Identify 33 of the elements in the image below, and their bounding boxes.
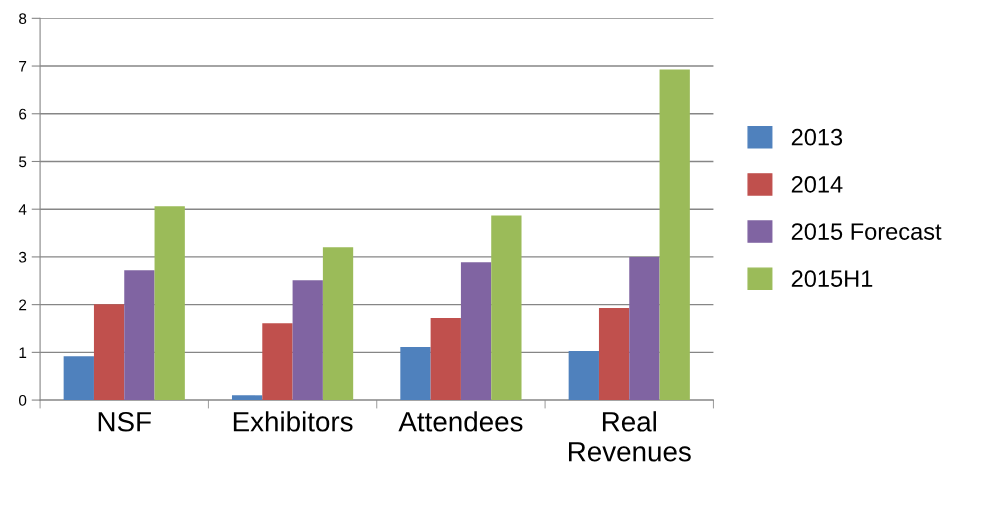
bar (598, 307, 630, 401)
y-tick-label: 4 (18, 204, 27, 215)
x-tick-label: Attendees (398, 411, 523, 432)
y-tick-label: 5 (19, 156, 27, 168)
y-tick-label: 0 (18, 394, 27, 406)
bar (629, 256, 660, 401)
bar (262, 323, 293, 401)
bar (400, 347, 431, 401)
bar (322, 247, 354, 401)
bar (659, 69, 690, 401)
bar (568, 350, 599, 401)
y-tick-label: 3 (18, 251, 27, 263)
y-tick-label: 6 (19, 108, 27, 120)
y-tick-label: 7 (19, 61, 27, 72)
bar (154, 206, 185, 401)
bar (63, 356, 94, 401)
bar (292, 280, 323, 401)
x-tick-label: Real Revenues (569, 411, 691, 462)
x-tick-label: NSF (98, 411, 151, 432)
y-tick-label: 8 (19, 13, 27, 25)
y-tick-label: 2 (19, 299, 27, 311)
bar (124, 270, 155, 401)
bar (491, 215, 522, 401)
y-tick-label: 1 (19, 347, 27, 358)
legend-label: 2015 Forecast (791, 223, 942, 240)
legend-label: 2013 (791, 128, 843, 146)
legend-label: 2014 (791, 176, 843, 193)
bar (93, 304, 125, 401)
bar (231, 395, 263, 401)
bar (430, 318, 461, 401)
bar (460, 262, 492, 401)
legend-label: 2015H1 (791, 270, 873, 288)
x-tick-label: Exhibitors (233, 411, 353, 432)
